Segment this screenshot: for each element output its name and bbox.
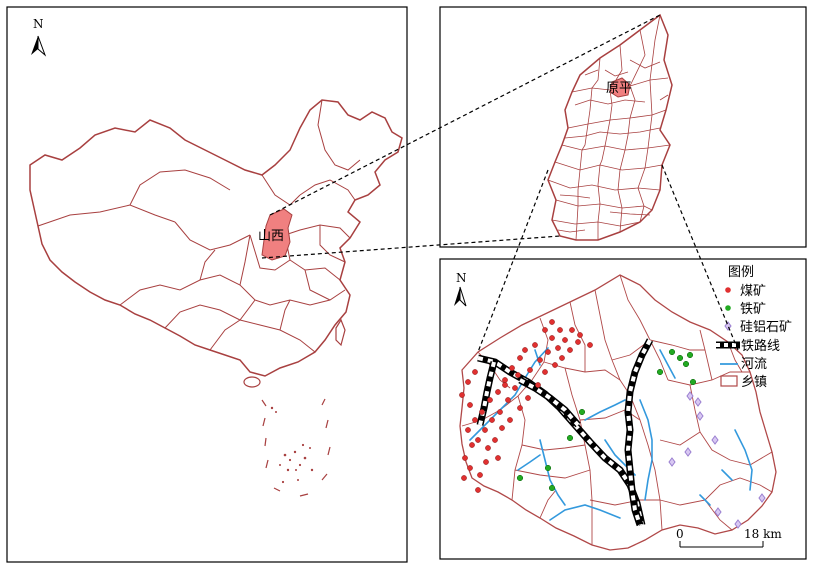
china-province-boundaries — [37, 99, 361, 353]
legend: 图例 煤矿 铁矿 硅铝石矿 铁路线 河流 乡镇 — [716, 265, 792, 390]
legend-iron-symbol — [725, 305, 731, 311]
yuanping-north-arrow: N — [454, 271, 467, 307]
coal-mine-points — [459, 319, 593, 493]
legend-bauxite-label: 硅铝石矿 — [740, 320, 792, 335]
yuanping-map-panel: N — [439, 258, 807, 560]
north-arrow-icon — [31, 36, 38, 55]
taiwan-island — [335, 318, 346, 347]
north-arrow-icon — [454, 287, 460, 306]
china-outline — [29, 99, 403, 377]
inset-connector-lines — [261, 14, 739, 353]
yuanping-label: 原平 — [606, 81, 632, 96]
legend-title: 图例 — [728, 265, 754, 280]
yuanping-highlight — [609, 77, 631, 98]
iron-mine-points — [516, 348, 697, 492]
china-map-panel: N 山西 — [6, 6, 408, 563]
legend-township-label: 乡镇 — [741, 375, 767, 390]
legend-coal-label: 煤矿 — [740, 284, 766, 299]
shanxi-label: 山西 — [258, 229, 284, 244]
china-north-label: N — [33, 17, 44, 31]
yuanping-north-label: N — [456, 271, 467, 285]
legend-coal-symbol — [725, 287, 731, 293]
rivers — [469, 347, 753, 521]
legend-township-symbol — [720, 375, 738, 387]
south-china-sea-islands — [270, 406, 314, 484]
bauxite-mine-points — [668, 391, 766, 529]
scale-end-label: 18 km — [744, 527, 782, 541]
shanxi-map-panel: 原平 — [439, 6, 807, 248]
scale-bar: 0 18 km — [676, 527, 782, 548]
legend-river-label: 河流 — [741, 357, 767, 372]
south-china-sea-dashes — [261, 398, 331, 497]
legend-railway-label: 铁路线 — [741, 338, 780, 354]
china-north-arrow: N — [31, 17, 47, 57]
legend-iron-label: 铁矿 — [740, 302, 766, 317]
hainan-island — [243, 376, 261, 388]
scale-start-label: 0 — [676, 527, 684, 541]
